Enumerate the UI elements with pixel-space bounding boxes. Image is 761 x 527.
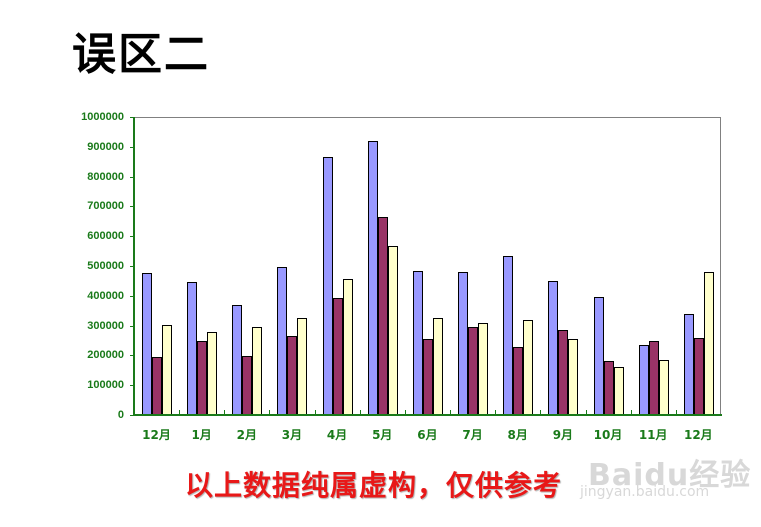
bar-series-1 xyxy=(367,141,378,415)
x-tick-label: 5月 xyxy=(372,428,393,442)
y-tick-mark xyxy=(130,176,134,178)
bar-series-1 xyxy=(683,314,694,415)
x-axis-line xyxy=(133,414,722,416)
x-tick-mark xyxy=(404,410,406,415)
bar-series-3 xyxy=(207,332,218,415)
bar-series-3 xyxy=(478,323,489,415)
y-tick-label: 100000 xyxy=(87,379,124,392)
bar-series-2 xyxy=(152,357,162,415)
y-tick-label: 300000 xyxy=(87,319,124,332)
y-tick-mark xyxy=(130,266,134,267)
y-tick-mark xyxy=(130,206,134,208)
y-tick-label: 700000 xyxy=(87,200,124,213)
x-tick-mark xyxy=(675,410,677,415)
x-tick-label: 12月 xyxy=(142,428,171,442)
bar-series-1 xyxy=(232,305,243,415)
bar-series-1 xyxy=(142,273,152,415)
bar-series-3 xyxy=(432,318,443,415)
bar-series-3 xyxy=(162,325,172,415)
bar-series-2 xyxy=(422,339,433,415)
bar-series-3 xyxy=(387,246,398,415)
bar-series-2 xyxy=(558,330,569,415)
bar-series-2 xyxy=(197,340,208,415)
bar-series-3 xyxy=(523,320,534,415)
bar-series-1 xyxy=(638,345,649,415)
x-tick-mark xyxy=(314,410,316,415)
x-tick-mark xyxy=(630,410,632,415)
x-tick-mark xyxy=(269,410,271,415)
y-tick-mark xyxy=(130,117,134,118)
watermark-url: jingyan.baidu.com xyxy=(580,484,710,500)
x-tick-mark xyxy=(585,410,587,415)
bar-series-3 xyxy=(297,318,308,415)
y-tick-label: 200000 xyxy=(87,349,124,362)
bar-series-2 xyxy=(648,341,659,415)
x-tick-label: 4月 xyxy=(326,428,348,442)
x-tick-label: 6月 xyxy=(417,428,438,442)
x-tick-label: 12月 xyxy=(683,428,713,442)
x-tick-mark xyxy=(179,410,181,415)
y-tick-label: 500000 xyxy=(87,260,124,272)
bar-series-1 xyxy=(593,297,604,415)
bar-series-3 xyxy=(252,327,263,415)
x-tick-label: 1月 xyxy=(191,428,212,442)
x-tick-mark xyxy=(359,410,361,415)
bar-series-3 xyxy=(342,279,353,415)
baidu-watermark: Baidu经验 jingyan.baidu.com xyxy=(580,450,752,500)
x-tick-label: 11月 xyxy=(638,428,668,442)
y-tick-label: 900000 xyxy=(87,140,124,153)
page-title: 误区二 xyxy=(72,29,210,80)
bar-series-2 xyxy=(242,356,253,415)
bar-series-2 xyxy=(332,298,343,415)
plot-area xyxy=(134,117,721,415)
y-tick-mark xyxy=(130,355,134,357)
x-tick-label: 10月 xyxy=(593,428,623,442)
y-tick-mark xyxy=(130,415,134,416)
bar-series-2 xyxy=(287,336,298,415)
bar-series-3 xyxy=(568,339,579,415)
y-tick-mark xyxy=(130,146,134,148)
y-tick-mark xyxy=(130,385,134,387)
x-tick-label: 3月 xyxy=(281,428,303,442)
bar-series-1 xyxy=(187,282,198,415)
bar-series-2 xyxy=(693,338,704,415)
bar-series-3 xyxy=(658,360,669,415)
x-tick-label: 9月 xyxy=(552,428,574,442)
y-tick-label: 800000 xyxy=(87,170,124,183)
bar-series-2 xyxy=(603,361,614,415)
y-tick-mark xyxy=(130,325,134,327)
bar-series-1 xyxy=(412,271,423,415)
bar-series-2 xyxy=(513,347,524,415)
disclaimer-caption: 以上数据纯属虚构，仅供参考 xyxy=(185,469,563,502)
bar-series-1 xyxy=(277,267,288,415)
watermark-brand: Baidu经验 xyxy=(588,458,752,493)
bar-series-3 xyxy=(703,272,714,415)
y-tick-label: 400000 xyxy=(87,289,124,302)
bar-series-1 xyxy=(458,272,469,415)
y-tick-label: 600000 xyxy=(87,230,124,243)
x-tick-label: 7月 xyxy=(462,428,483,442)
bar-series-1 xyxy=(503,256,514,415)
x-tick-mark xyxy=(224,410,226,415)
x-tick-mark xyxy=(450,410,452,415)
x-tick-label: 8月 xyxy=(507,428,528,442)
x-tick-mark xyxy=(495,410,497,415)
x-tick-label: 2月 xyxy=(236,428,257,442)
y-tick-label: 1000000 xyxy=(81,111,124,123)
bar-series-1 xyxy=(322,156,333,415)
y-axis-line xyxy=(133,117,135,416)
x-tick-mark xyxy=(540,410,542,415)
y-tick-mark xyxy=(130,295,134,297)
bar-series-2 xyxy=(377,217,388,415)
bar-series-2 xyxy=(468,327,479,415)
y-tick-label: 0 xyxy=(117,409,124,421)
bar-series-1 xyxy=(548,281,559,415)
bar-series-3 xyxy=(613,367,624,415)
y-tick-mark xyxy=(130,236,134,238)
